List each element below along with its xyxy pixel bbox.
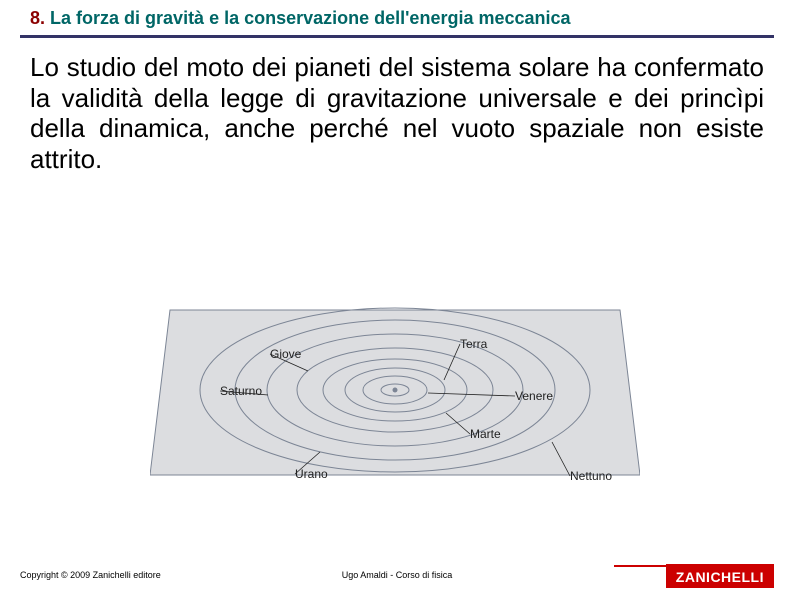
footer-center-text: Ugo Amaldi - Corso di fisica: [342, 570, 453, 580]
title-number: 8.: [30, 8, 45, 28]
svg-text:Terra: Terra: [460, 337, 488, 351]
logo-text: ZANICHELLI: [666, 564, 774, 588]
svg-text:Venere: Venere: [515, 389, 553, 403]
slide-title: 8. La forza di gravità e la conservazion…: [30, 8, 764, 29]
publisher-logo: ZANICHELLI: [614, 565, 774, 585]
body-paragraph: Lo studio del moto dei pianeti del siste…: [0, 38, 794, 175]
solar-system-diagram: Venere Terra Marte Giove Saturno Urano Nettuno: [150, 280, 640, 500]
svg-text:Nettuno: Nettuno: [570, 469, 612, 483]
slide-header: 8. La forza di gravità e la conservazion…: [0, 0, 794, 35]
svg-text:Giove: Giove: [270, 347, 302, 361]
svg-text:Marte: Marte: [470, 427, 501, 441]
solar-system-svg: Venere Terra Marte Giove Saturno Urano Nettuno: [150, 280, 640, 500]
slide-footer: Copyright © 2009 Zanichelli editore Ugo …: [0, 565, 794, 585]
svg-text:Urano: Urano: [295, 467, 328, 481]
svg-text:Saturno: Saturno: [220, 384, 262, 398]
title-text: La forza di gravità e la conservazione d…: [50, 8, 571, 28]
copyright-text: Copyright © 2009 Zanichelli editore: [20, 570, 161, 580]
